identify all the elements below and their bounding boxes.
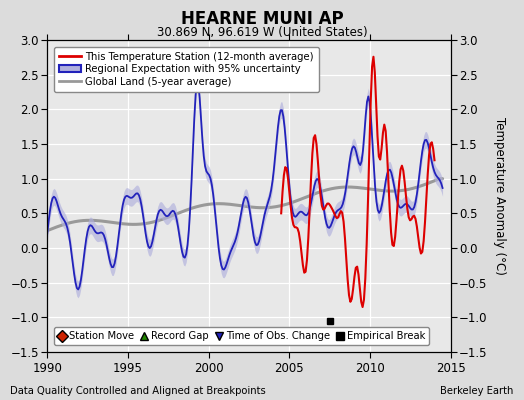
- Text: 30.869 N, 96.619 W (United States): 30.869 N, 96.619 W (United States): [157, 26, 367, 39]
- Legend: Station Move, Record Gap, Time of Obs. Change, Empirical Break: Station Move, Record Gap, Time of Obs. C…: [54, 328, 430, 346]
- Text: Data Quality Controlled and Aligned at Breakpoints: Data Quality Controlled and Aligned at B…: [10, 386, 266, 396]
- Text: Berkeley Earth: Berkeley Earth: [440, 386, 514, 396]
- Y-axis label: Temperature Anomaly (°C): Temperature Anomaly (°C): [493, 117, 506, 275]
- Text: HEARNE MUNI AP: HEARNE MUNI AP: [181, 10, 343, 28]
